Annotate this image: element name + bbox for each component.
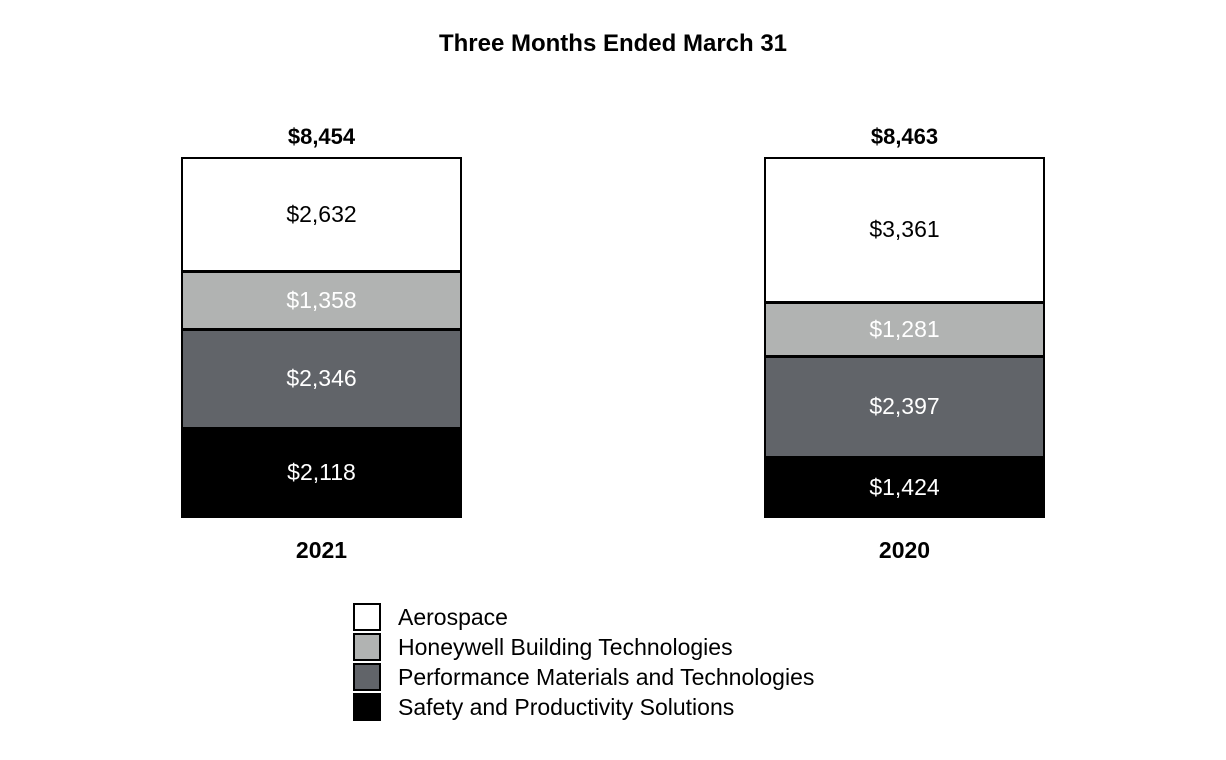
legend-swatch-honeywell-building-technologies [353, 633, 381, 661]
legend-item-aerospace: Aerospace [353, 603, 814, 631]
legend-label: Performance Materials and Technologies [398, 664, 815, 690]
segment-value-label: $1,424 [869, 473, 940, 500]
segment-aerospace-2021: $2,632 [183, 159, 460, 271]
chart-title: Three Months Ended March 31 [438, 30, 788, 57]
legend-swatch-aerospace [353, 603, 381, 631]
stacked-bar-2020: $3,361 $1,281 $2,397 $1,424 [764, 157, 1045, 518]
year-label-2021: 2021 [295, 537, 348, 563]
year-label-2020: 2020 [878, 537, 931, 563]
segment-value-label: $1,281 [869, 315, 940, 342]
segment-honeywell-building-technologies-2021: $1,358 [183, 270, 460, 328]
legend-swatch-performance-materials-and-technologies [353, 663, 381, 691]
segment-performance-materials-and-technologies-2021: $2,346 [183, 327, 460, 427]
segment-safety-and-productivity-solutions-2020: $1,424 [766, 455, 1043, 516]
segment-value-label: $2,632 [286, 201, 357, 228]
legend-item-safety-and-productivity-solutions: Safety and Productivity Solutions [353, 693, 814, 721]
legend-label: Aerospace [398, 604, 508, 630]
segment-value-label: $1,358 [286, 287, 357, 314]
legend-item-performance-materials-and-technologies: Performance Materials and Technologies [353, 663, 814, 691]
segment-aerospace-2020: $3,361 [766, 159, 1043, 301]
legend-label: Safety and Productivity Solutions [398, 694, 735, 720]
segment-value-label: $2,118 [287, 459, 356, 486]
bar-column-2020: $8,463 $3,361 $1,281 $2,397 $1,424 2020 [764, 125, 1045, 562]
legend-label: Honeywell Building Technologies [398, 634, 733, 660]
segment-value-label: $3,361 [869, 216, 940, 243]
segment-performance-materials-and-technologies-2020: $2,397 [766, 354, 1043, 456]
segment-value-label: $2,346 [286, 365, 357, 392]
stacked-bar-2021: $2,632 $1,358 $2,346 $2,118 [181, 157, 462, 518]
legend-item-honeywell-building-technologies: Honeywell Building Technologies [353, 633, 814, 661]
legend: Aerospace Honeywell Building Technologies… [353, 603, 814, 723]
total-label-2021: $8,454 [287, 124, 356, 150]
segment-safety-and-productivity-solutions-2021: $2,118 [183, 426, 460, 516]
segment-honeywell-building-technologies-2020: $1,281 [766, 300, 1043, 355]
total-label-2020: $8,463 [870, 124, 939, 149]
legend-swatch-safety-and-productivity-solutions [353, 693, 381, 721]
segment-value-label: $2,397 [869, 393, 940, 420]
bar-column-2021: $8,454 $2,632 $1,358 $2,346 $2,118 2021 [181, 125, 462, 562]
